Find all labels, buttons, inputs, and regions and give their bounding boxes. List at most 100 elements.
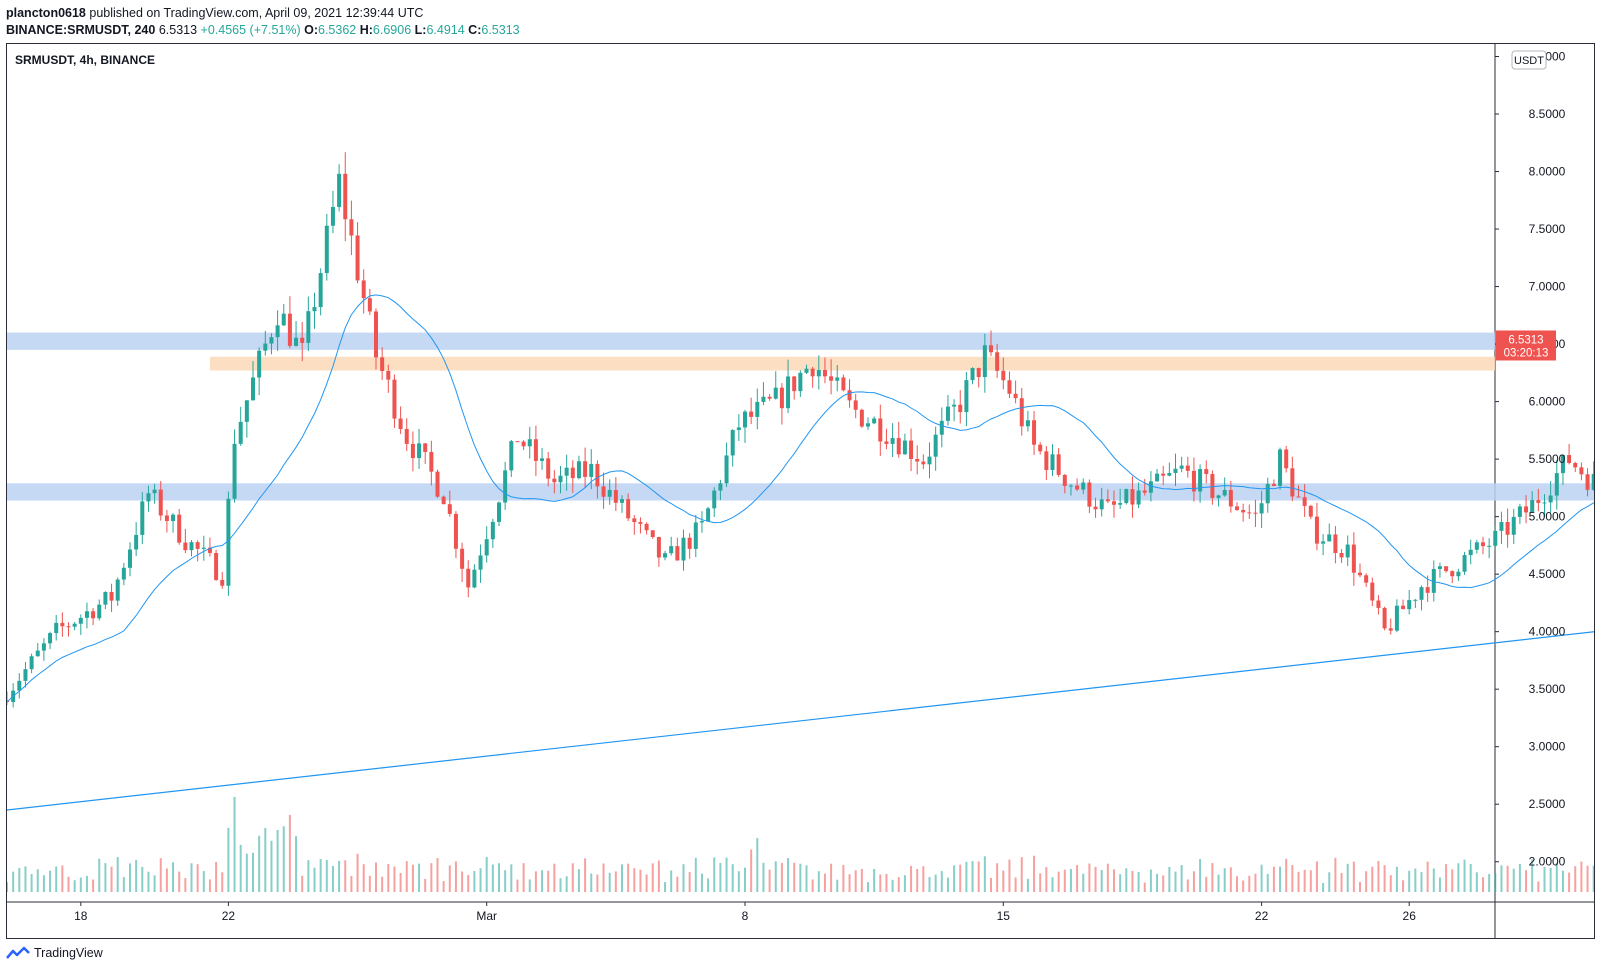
chart-frame[interactable]: 2.0000 2.5000 3.0000 3.5000 4.0000 4.5000 5.00… xyxy=(6,43,1595,939)
volume-bar xyxy=(516,879,519,892)
candle-body xyxy=(466,568,471,588)
volume-bar xyxy=(903,875,906,892)
volume-bar xyxy=(787,858,790,892)
volume-bar xyxy=(141,866,144,892)
candle-body xyxy=(1333,534,1338,553)
candle-body xyxy=(527,439,532,447)
volume-bar xyxy=(1125,868,1128,892)
volume-bar xyxy=(448,865,451,892)
candle-body xyxy=(730,430,735,456)
volume-bar xyxy=(1137,871,1140,892)
volume-bar xyxy=(1488,873,1491,892)
candle-body xyxy=(1179,465,1184,469)
volume-bar xyxy=(848,874,851,892)
candle-body xyxy=(515,441,520,443)
volume-bar xyxy=(1352,861,1355,892)
time-axis: 1822Mar8152226Apr5121926 xyxy=(74,902,1417,923)
volume-bar xyxy=(1365,871,1368,892)
candle-body xyxy=(1290,468,1295,497)
author-name[interactable]: plancton0618 xyxy=(6,6,86,20)
candle-body xyxy=(866,423,870,427)
candle-body xyxy=(1548,495,1553,503)
price-tick-label: 2.5000 xyxy=(1529,797,1566,811)
volume-bar xyxy=(399,873,402,892)
volume-bar xyxy=(780,862,783,892)
volume-bar xyxy=(1426,861,1429,892)
candle-body xyxy=(1376,600,1381,608)
volume-bar xyxy=(325,859,328,892)
volume-bar xyxy=(196,864,199,892)
footer-brand[interactable]: TradingView xyxy=(34,946,103,960)
candle-body xyxy=(1573,463,1578,468)
candle-body xyxy=(1302,497,1307,506)
candle-body xyxy=(134,534,139,550)
volume-bar xyxy=(528,879,531,892)
volume-bar xyxy=(1537,881,1540,892)
candle-body xyxy=(675,546,680,561)
volume-bar xyxy=(1555,862,1558,892)
currency-label: USDT xyxy=(1514,55,1544,67)
volume-bar xyxy=(85,875,88,892)
candle-body xyxy=(109,591,114,601)
candle-body xyxy=(1431,568,1436,593)
volume-bar xyxy=(1531,859,1534,892)
candle-body xyxy=(939,420,944,435)
volume-bar xyxy=(215,861,218,892)
volume-bar xyxy=(479,868,482,892)
volume-bar xyxy=(1039,873,1042,892)
volume-bar xyxy=(1026,878,1029,892)
candle-body xyxy=(269,337,274,344)
candle-body xyxy=(1585,474,1590,490)
candle-body xyxy=(761,396,766,402)
trend-lines xyxy=(7,631,1594,811)
price-chart[interactable]: 2.0000 2.5000 3.0000 3.5000 4.0000 4.5000 5.00… xyxy=(7,44,1594,938)
volume-bar xyxy=(276,829,279,892)
volume-bar xyxy=(811,879,814,892)
close-value: 6.5313 xyxy=(481,23,520,37)
candle-body xyxy=(509,441,514,471)
volume-bar xyxy=(1236,876,1238,892)
candle-body xyxy=(521,441,526,447)
tradingview-logo-icon xyxy=(6,946,30,959)
candle-body xyxy=(669,546,674,554)
volume-bar xyxy=(571,863,574,892)
volume-bar xyxy=(534,871,537,892)
candle-body xyxy=(355,235,360,281)
volume-bar xyxy=(1242,880,1245,892)
candle-body xyxy=(410,443,415,459)
volume-bar xyxy=(73,880,76,892)
volume-bar xyxy=(1543,866,1546,892)
candle-body xyxy=(398,418,403,429)
volume-bar xyxy=(627,863,630,892)
candle-body xyxy=(478,555,483,570)
candle-body xyxy=(1524,506,1529,513)
volume-bar xyxy=(227,827,230,892)
volume-bar xyxy=(454,861,457,892)
volume-bars xyxy=(7,796,1594,892)
price-tick-label: 3.0000 xyxy=(1529,740,1566,754)
volume-bar xyxy=(1168,866,1171,892)
volume-bar xyxy=(670,870,673,892)
price-tick-label: 4.0000 xyxy=(1529,625,1566,639)
volume-bar xyxy=(1580,861,1583,892)
volume-bar xyxy=(1494,873,1497,892)
candle-body xyxy=(650,530,655,537)
candle-body xyxy=(552,478,557,483)
candle-body xyxy=(177,514,182,543)
volume-bar xyxy=(67,876,70,892)
high-value: 6.6906 xyxy=(372,23,412,37)
volume-bar xyxy=(1377,860,1380,892)
volume-bar xyxy=(891,879,894,892)
candle-body xyxy=(281,313,286,326)
candle-body xyxy=(361,280,366,299)
time-tick-label: 26 xyxy=(1403,909,1417,923)
volume-bar xyxy=(1408,870,1411,892)
price-tick-label: 3.5000 xyxy=(1529,682,1566,696)
volume-bar xyxy=(116,857,119,892)
volume-bar xyxy=(1279,866,1282,892)
candle-body xyxy=(152,489,157,494)
volume-bar xyxy=(344,860,347,892)
volume-bar xyxy=(1205,876,1208,892)
volume-bar xyxy=(1518,863,1521,892)
volume-bar xyxy=(1414,868,1417,892)
